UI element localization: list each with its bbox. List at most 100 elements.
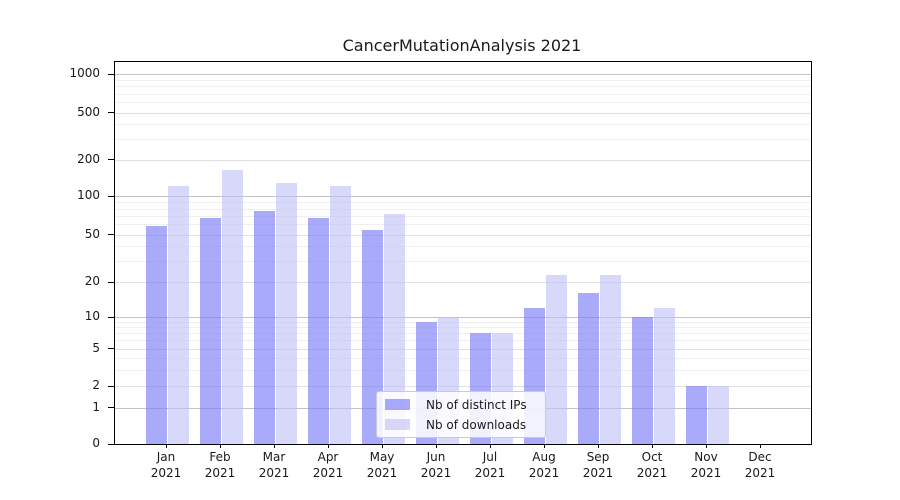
bar-distinct-ips-jan	[145, 226, 167, 444]
x-tick-label-mar: Mar 2021	[246, 449, 302, 481]
gridline-minor-90	[115, 202, 811, 204]
y-tick-mark-100	[108, 195, 114, 197]
x-tick-label-month: Sep	[586, 450, 610, 464]
x-tick-label-year: 2021	[150, 466, 182, 480]
x-tick-mark-aug	[543, 444, 545, 448]
x-tick-label-month: Apr	[317, 450, 339, 464]
y-tick-mark-1	[108, 407, 114, 409]
legend-row-downloads: Nb of downloads	[377, 416, 545, 433]
bar-downloads-oct	[653, 307, 675, 444]
y-tick-label-100: 100	[77, 188, 100, 203]
x-tick-label-year: 2021	[420, 466, 452, 480]
y-tick-label-200: 200	[77, 151, 100, 166]
gridline-minor-7	[115, 333, 811, 335]
x-tick-label-jan: Jan 2021	[138, 449, 194, 481]
x-tick-mark-jul	[489, 444, 491, 448]
y-tick-mark-2	[108, 385, 114, 387]
bar-downloads-may	[383, 214, 405, 444]
legend-label-downloads: Nb of downloads	[426, 417, 527, 432]
x-tick-label-oct: Oct 2021	[624, 449, 680, 481]
x-tick-mark-dec	[759, 444, 761, 448]
y-tick-mark-0	[108, 443, 114, 445]
y-tick-label-50: 50	[84, 226, 100, 241]
y-tick-label-1: 1	[92, 399, 100, 414]
x-tick-mark-jun	[435, 444, 437, 448]
x-tick-label-year: 2021	[690, 466, 722, 480]
gridline-2	[115, 386, 811, 388]
x-tick-label-month: Oct	[641, 450, 663, 464]
gridline-minor-60	[115, 224, 811, 226]
x-tick-mark-jan	[165, 444, 167, 448]
gridline-5	[115, 348, 811, 350]
x-tick-mark-nov	[705, 444, 707, 448]
y-tick-label-1000: 1000	[69, 66, 100, 80]
gridline-50	[115, 234, 811, 236]
x-tick-label-month: Feb	[209, 450, 231, 464]
bar-downloads-jan	[167, 185, 189, 444]
y-tick-label-2: 2	[92, 378, 100, 393]
y-tick-mark-10	[108, 316, 114, 318]
gridline-200	[115, 159, 811, 161]
gridline-minor-300	[115, 138, 811, 140]
x-tick-label-apr: Apr 2021	[300, 449, 356, 481]
bar-downloads-mar	[275, 183, 297, 444]
x-tick-label-jun: Jun 2021	[408, 449, 464, 481]
x-tick-mark-feb	[219, 444, 221, 448]
x-tick-label-aug: Aug 2021	[516, 449, 572, 481]
gridline-20	[115, 282, 811, 283]
bar-distinct-ips-sep	[577, 293, 599, 444]
bar-downloads-nov	[707, 386, 729, 444]
x-tick-label-month: Jul	[482, 450, 498, 464]
bar-downloads-aug	[545, 274, 567, 444]
gridline-minor-700	[115, 93, 811, 95]
gridline-minor-600	[115, 102, 811, 104]
gridline-minor-8	[115, 327, 811, 329]
gridline-minor-4	[115, 357, 811, 359]
x-tick-label-year: 2021	[582, 466, 614, 480]
gridline-minor-800	[115, 86, 811, 88]
y-tick-mark-5	[108, 348, 114, 350]
x-tick-label-sep: Sep 2021	[570, 449, 626, 481]
gridline-minor-30	[115, 260, 811, 262]
legend-label-distinct-ips: Nb of distinct IPs	[426, 397, 527, 412]
y-tick-label-0: 0	[92, 436, 100, 450]
gridline-minor-9	[115, 321, 811, 323]
gridline-minor-40	[115, 246, 811, 248]
gridline-minor-80	[115, 208, 811, 210]
gridline-minor-900	[115, 79, 811, 81]
gridline-minor-70	[115, 215, 811, 217]
plot-area	[114, 61, 812, 445]
bar-distinct-ips-oct	[631, 317, 653, 444]
x-tick-mark-oct	[651, 444, 653, 448]
x-tick-label-month: Nov	[694, 450, 718, 464]
legend-row-distinct-ips: Nb of distinct IPs	[377, 396, 545, 413]
x-tick-mark-apr	[327, 444, 329, 448]
x-tick-label-jul: Jul 2021	[462, 449, 518, 481]
y-tick-mark-500	[108, 112, 114, 113]
x-tick-label-nov: Nov 2021	[678, 449, 734, 481]
bar-distinct-ips-apr	[307, 218, 329, 444]
y-tick-mark-200	[108, 159, 114, 160]
legend-swatch-downloads	[385, 419, 410, 430]
bar-distinct-ips-mar	[253, 210, 275, 444]
x-tick-label-year: 2021	[312, 466, 344, 480]
x-tick-label-year: 2021	[366, 466, 398, 480]
x-tick-mark-mar	[273, 444, 275, 448]
y-tick-mark-1000	[108, 73, 114, 75]
x-tick-label-month: Jun	[426, 450, 446, 464]
x-tick-label-month: Mar	[262, 450, 286, 464]
gridline-minor-3	[115, 369, 811, 371]
chart-title: CancerMutationAnalysis 2021	[342, 36, 582, 55]
bar-distinct-ips-feb	[199, 217, 221, 444]
bar-downloads-feb	[221, 170, 243, 444]
x-tick-label-month: Dec	[748, 450, 772, 464]
gridline-minor-6	[115, 340, 811, 342]
gridline-1000	[115, 74, 811, 75]
legend-swatch-distinct-ips	[385, 399, 410, 410]
x-tick-label-may: May 2021	[354, 449, 410, 481]
x-tick-label-year: 2021	[204, 466, 236, 480]
x-tick-label-month: Aug	[532, 450, 556, 464]
x-tick-mark-sep	[597, 444, 599, 448]
x-tick-label-year: 2021	[744, 466, 776, 480]
